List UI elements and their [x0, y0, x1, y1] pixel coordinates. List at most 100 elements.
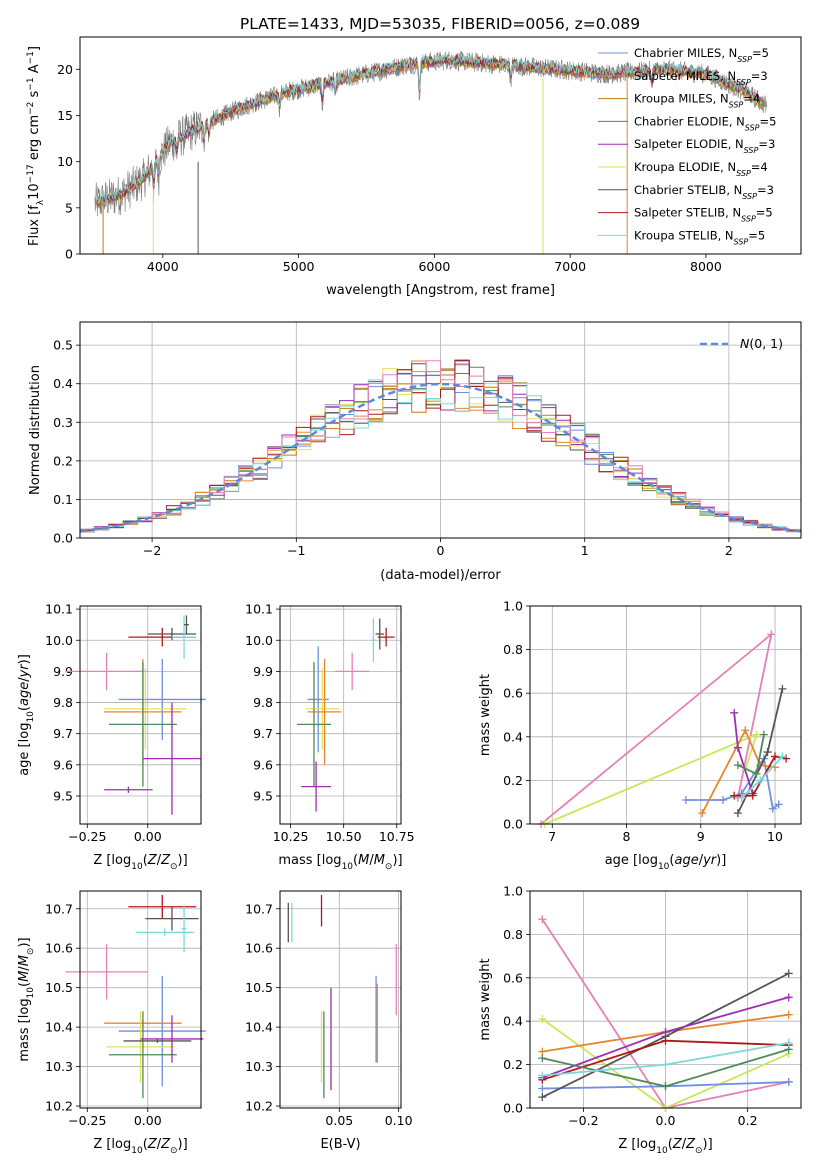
residuals-axes: −2 −1 0 1 2 0.0 0.1 0.2 0.3 0.4 0.5 N(0, 1) (data-mo…	[28, 321, 802, 583]
y-tick-label: 10.7	[45, 901, 73, 916]
mass-weight-marker	[778, 684, 787, 693]
legend-entry: Chabrier MILES, NSSP=5	[634, 46, 769, 64]
x-tick-label: −2	[143, 543, 161, 558]
mass-weight-series	[685, 756, 780, 811]
mass-weight-marker	[733, 761, 742, 770]
mass-weight-marker	[784, 1077, 793, 1086]
mass-weight-marker	[661, 1082, 670, 1091]
y-tick-label: 5	[65, 200, 73, 215]
y-axis-label: Flux [fλ10−17 erg cm−2 s−1 A−1]	[26, 46, 46, 246]
mass-weight-marker	[538, 1015, 547, 1024]
mass-weight-marker	[730, 708, 739, 717]
x-tick-label: 8	[623, 829, 631, 844]
x-tick-label: 9	[697, 829, 705, 844]
mass-vs-Z-axes: −0.25 0.00 10.2 10.3 10.4 10.5 10.6 10.7 Z [log1…	[17, 890, 206, 1156]
x-tick-label: 0.05	[325, 1113, 353, 1128]
axes-frame	[529, 890, 802, 1109]
mass-weight-marker	[752, 730, 761, 739]
mass-weight-marker	[661, 1036, 670, 1045]
x-tick-label: 0.00	[134, 829, 162, 844]
mass-weight-marker	[719, 796, 728, 805]
histogram-series	[79, 360, 802, 538]
y-tick-label: 0.2	[503, 773, 523, 788]
mass-weight-marker	[784, 1038, 793, 1047]
mass-weight-marker	[741, 726, 750, 735]
x-tick-label: 10.25	[273, 829, 309, 844]
x-tick-label: 4000	[147, 259, 179, 274]
x-axis-label: E(B-V)	[320, 1137, 360, 1152]
x-axis-label: Z [log10(Z/Z⊙)]	[93, 853, 187, 872]
y-tick-label: 0.0	[503, 1101, 523, 1116]
legend: Chabrier MILES, NSSP=5 Salpeter MILES, NS…	[598, 46, 776, 246]
mass-weight-marker	[681, 796, 690, 805]
y-axis-label: Normed distribution	[28, 365, 43, 495]
mass-weight-marker	[538, 1054, 547, 1063]
y-tick-label: 0.6	[503, 970, 523, 985]
axes-frame	[529, 605, 802, 825]
x-tick-label: 0.00	[134, 1113, 162, 1128]
y-tick-label: 1.0	[503, 884, 523, 899]
y-tick-label: 0	[65, 247, 73, 262]
mass-weight-marker	[733, 809, 742, 818]
mass-weight-marker	[737, 793, 746, 802]
mass-weight-marker	[756, 776, 765, 785]
y-tick-label: 0.4	[503, 1014, 523, 1029]
y-tick-label: 9.7	[53, 726, 73, 741]
figure-title: PLATE=1433, MJD=53035, FIBERID=0056, z=0…	[240, 15, 640, 33]
y-axis-label: mass weight	[478, 958, 493, 1040]
y-axis-label: mass weight	[478, 674, 493, 756]
y-tick-label: 0.8	[503, 642, 523, 657]
y-tick-label: 9.9	[53, 664, 73, 679]
y-tick-label: 9.6	[253, 757, 273, 772]
mass-weight-marker	[771, 752, 780, 761]
y-tick-label: 10.3	[45, 1059, 73, 1074]
y-tick-label: 0.4	[53, 376, 73, 391]
mass-weight-marker	[538, 1093, 547, 1102]
age-vs-mass-axes: 10.25 10.50 10.75 9.5 9.6 9.7 9.8 9.9 10.0 10.1 ma…	[245, 602, 414, 872]
mass-weight-marker	[784, 993, 793, 1002]
y-tick-label: 0.3	[53, 415, 73, 430]
x-axis-label: wavelength [Angstrom, rest frame]	[326, 283, 555, 298]
mass-weight-marker	[538, 915, 547, 924]
x-tick-label: −0.25	[68, 1113, 106, 1128]
y-tick-label: 10.4	[45, 1020, 73, 1035]
y-tick-label: 10.2	[245, 1099, 273, 1114]
mass-weight-marker	[538, 1084, 547, 1093]
y-tick-label: 15	[57, 108, 73, 123]
mass-weight-marker	[768, 804, 777, 813]
y-tick-label: 9.9	[253, 664, 273, 679]
y-tick-label: 1.0	[503, 599, 523, 614]
x-tick-label: 10.75	[379, 829, 415, 844]
y-tick-label: 0.6	[503, 686, 523, 701]
legend-entry: Chabrier STELIB, NSSP=3	[634, 183, 774, 201]
legend-entry: Kroupa MILES, NSSP=4	[634, 92, 760, 110]
mass-weight-marker	[767, 630, 776, 639]
legend-entry: Kroupa STELIB, NSSP=5	[634, 228, 765, 246]
y-tick-label: 0.0	[53, 531, 73, 546]
x-axis-label: mass [log10(M/M⊙)]	[278, 853, 402, 872]
y-tick-label: 9.5	[53, 788, 73, 803]
legend-entry: Salpeter MILES, NSSP=3	[634, 69, 768, 87]
x-axis-label: Z [log10(Z/Z⊙)]	[93, 1137, 187, 1156]
axes-frame	[79, 36, 802, 255]
y-tick-label: 10.0	[45, 633, 73, 648]
mass-weight-marker	[778, 752, 787, 761]
mass-weight-series	[701, 728, 776, 814]
axes-frame	[79, 321, 802, 539]
mass-weight-marker	[784, 969, 793, 978]
mass-weight-marker	[759, 730, 768, 739]
legend-entry: N(0, 1)	[740, 336, 783, 351]
legend-entry: Salpeter STELIB, NSSP=5	[634, 206, 773, 224]
mass-weight-marker	[774, 800, 783, 809]
y-tick-label: 0.0	[503, 817, 523, 832]
x-tick-label: 7000	[554, 259, 586, 274]
y-tick-label: 0.8	[503, 927, 523, 942]
y-tick-label: 9.8	[253, 695, 273, 710]
mass-weight-marker	[763, 748, 772, 757]
mass-weight-marker	[538, 1071, 547, 1080]
y-tick-label: 0.2	[53, 453, 73, 468]
x-axis-label: age [log10(age/yr)]	[605, 853, 727, 872]
legend-entry: Kroupa ELODIE, NSSP=4	[634, 160, 768, 178]
legend-entry: Salpeter ELODIE, NSSP=3	[634, 137, 775, 155]
